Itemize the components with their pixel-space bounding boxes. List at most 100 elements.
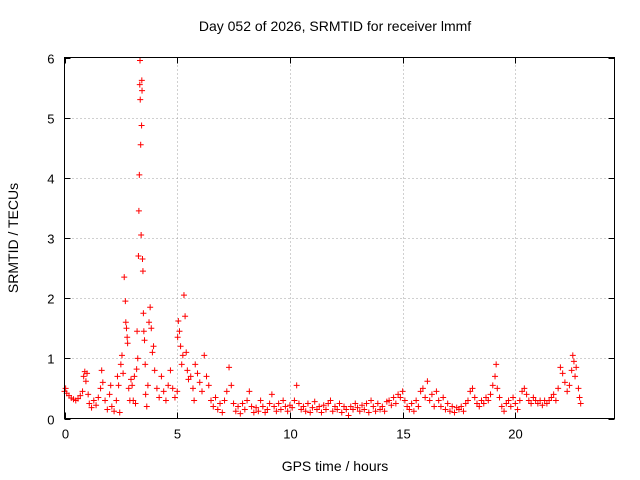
data-point xyxy=(122,319,129,326)
data-point xyxy=(262,409,269,416)
data-point xyxy=(114,373,121,380)
data-point xyxy=(381,408,388,415)
data-point xyxy=(318,409,325,416)
data-point xyxy=(334,406,341,413)
data-point xyxy=(196,379,203,386)
data-point xyxy=(137,96,144,103)
data-point xyxy=(282,403,289,410)
data-point xyxy=(235,403,242,410)
data-point xyxy=(345,412,352,419)
data-point xyxy=(437,403,444,410)
data-point xyxy=(512,400,519,407)
data-point xyxy=(177,343,184,350)
data-point xyxy=(449,403,456,410)
data-point xyxy=(496,394,503,401)
data-point xyxy=(138,231,145,238)
data-point xyxy=(284,408,291,415)
data-point xyxy=(577,400,584,407)
data-point xyxy=(115,382,122,389)
data-point xyxy=(377,406,384,413)
data-point xyxy=(253,404,260,411)
data-point xyxy=(451,409,458,416)
data-point xyxy=(237,410,244,417)
data-point xyxy=(374,400,381,407)
data-point xyxy=(107,382,114,389)
data-point xyxy=(151,367,158,374)
data-point xyxy=(150,343,157,350)
data-point xyxy=(415,403,422,410)
data-point xyxy=(401,397,408,404)
data-point xyxy=(171,394,178,401)
data-point xyxy=(123,325,130,332)
data-point xyxy=(208,397,215,404)
data-point xyxy=(555,385,562,392)
data-point xyxy=(322,406,329,413)
chart-title: Day 052 of 2026, SRMTID for receiver lmm… xyxy=(199,18,471,34)
data-point xyxy=(311,398,318,405)
data-point xyxy=(493,361,500,368)
data-point xyxy=(408,400,415,407)
data-point xyxy=(525,397,532,404)
data-point xyxy=(125,385,132,392)
data-point xyxy=(160,388,167,395)
data-point xyxy=(417,388,424,395)
data-point xyxy=(143,403,150,410)
data-point xyxy=(120,370,127,377)
data-point xyxy=(84,370,91,377)
x-tick-label: 15 xyxy=(396,427,410,442)
data-point xyxy=(494,385,501,392)
data-point xyxy=(523,391,530,398)
data-point xyxy=(122,298,129,305)
data-point xyxy=(313,406,320,413)
data-point xyxy=(431,403,438,410)
data-point xyxy=(390,394,397,401)
data-point xyxy=(144,382,151,389)
data-point xyxy=(179,352,186,359)
data-point xyxy=(85,391,92,398)
data-point xyxy=(293,382,300,389)
data-point xyxy=(184,367,191,374)
data-point xyxy=(102,397,109,404)
data-point xyxy=(501,408,508,415)
data-point xyxy=(205,382,212,389)
data-point xyxy=(246,388,253,395)
data-point xyxy=(140,328,147,335)
x-tick-label: 20 xyxy=(508,427,522,442)
axis-ticks: 0 5 10 15 20 0 1 2 3 4 5 6 xyxy=(47,52,615,442)
y-tick-label: 5 xyxy=(47,112,54,127)
data-point xyxy=(534,400,541,407)
data-point xyxy=(573,364,580,371)
data-point xyxy=(113,397,120,404)
data-point xyxy=(395,391,402,398)
x-tick-label: 0 xyxy=(62,427,69,442)
data-point xyxy=(194,370,201,377)
data-point xyxy=(250,409,257,416)
data-point xyxy=(217,400,224,407)
x-tick-label: 10 xyxy=(283,427,297,442)
data-point xyxy=(132,400,139,407)
data-point xyxy=(309,404,316,411)
data-point xyxy=(116,409,123,416)
data-point xyxy=(147,304,154,311)
data-point xyxy=(406,406,413,413)
data-point xyxy=(426,397,433,404)
data-point xyxy=(169,385,176,392)
data-point xyxy=(370,403,377,410)
data-point xyxy=(124,340,131,347)
data-point xyxy=(86,400,93,407)
data-point xyxy=(271,403,278,410)
data-point xyxy=(167,367,174,374)
data-point xyxy=(139,87,146,94)
data-point xyxy=(422,394,429,401)
data-point xyxy=(566,382,573,389)
data-point xyxy=(572,373,579,380)
data-point xyxy=(521,385,528,392)
data-point xyxy=(226,364,233,371)
data-point xyxy=(118,352,125,359)
data-point xyxy=(98,367,105,374)
data-point xyxy=(289,404,296,411)
data-point xyxy=(575,385,582,392)
data-point xyxy=(341,403,348,410)
data-point xyxy=(133,366,140,373)
data-point xyxy=(277,406,284,413)
